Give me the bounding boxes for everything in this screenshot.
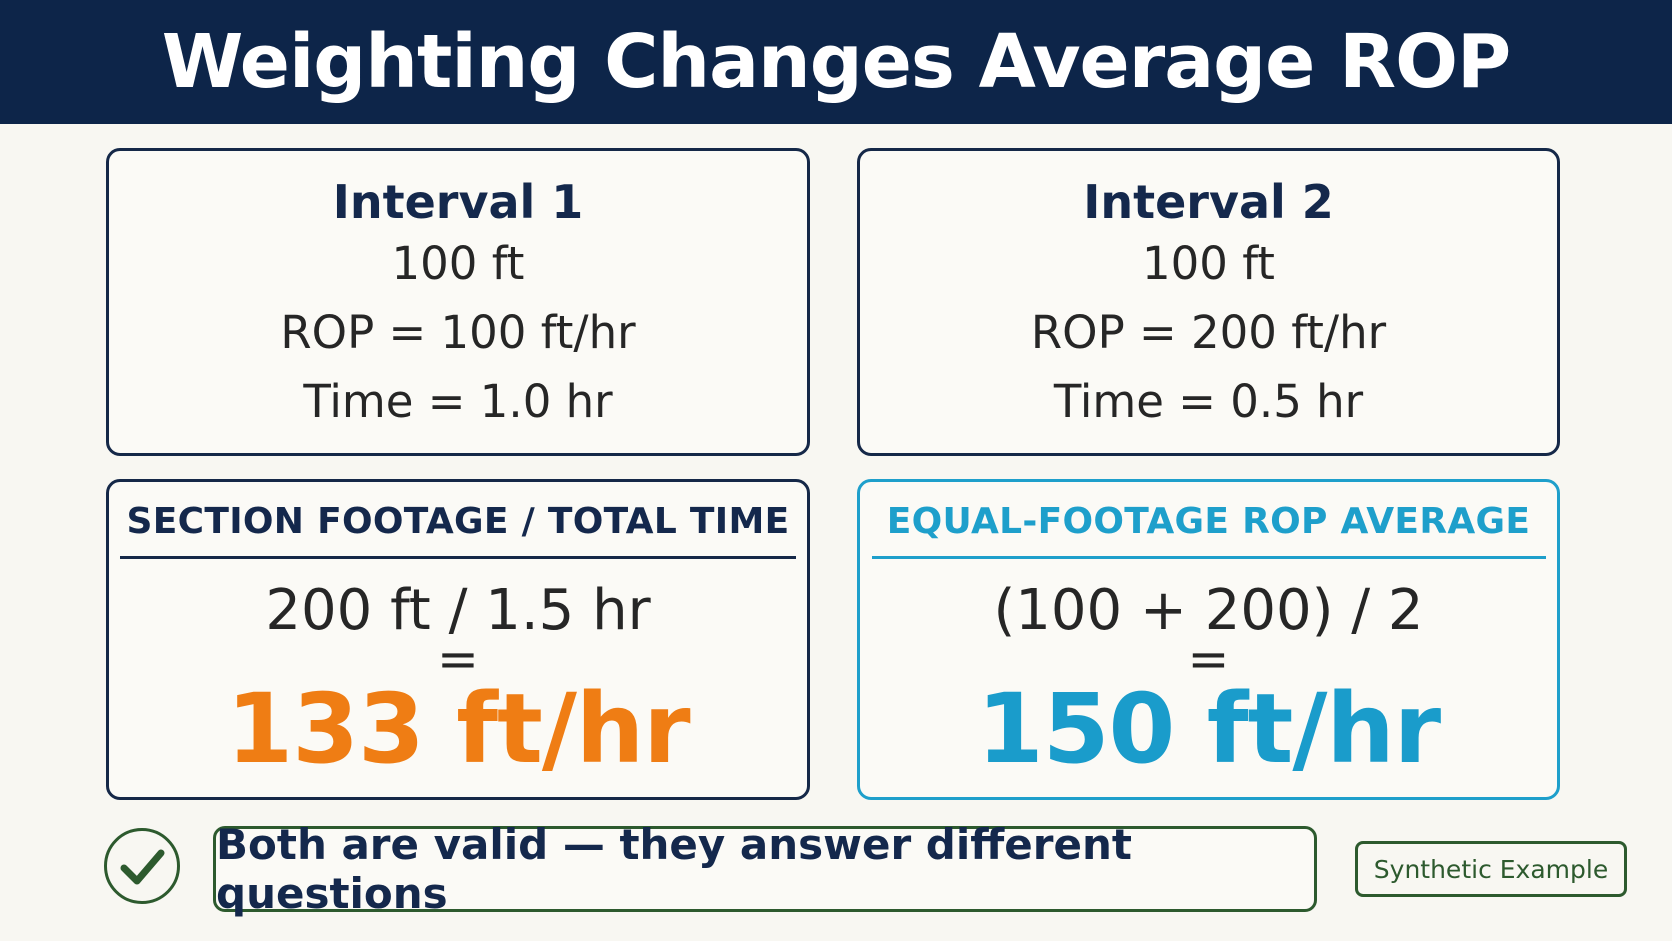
method-formula: 200 ft / 1.5 hr bbox=[265, 578, 651, 643]
checkmark-icon bbox=[120, 849, 165, 885]
checkmark-circle-icon bbox=[104, 828, 180, 904]
equals-sign: = bbox=[437, 630, 479, 688]
method-result: 150 ft/hr bbox=[976, 673, 1441, 785]
interval-1-card: Interval 1 100 ft ROP = 100 ft/hr Time =… bbox=[106, 148, 810, 456]
divider bbox=[871, 556, 1546, 559]
interval-footage: 100 ft bbox=[1142, 237, 1275, 290]
interval-rop: ROP = 200 ft/hr bbox=[1030, 306, 1387, 359]
method-label: EQUAL-FOOTAGE ROP AVERAGE bbox=[886, 501, 1531, 542]
divider bbox=[120, 556, 796, 559]
interval-time: Time = 1.0 hr bbox=[303, 375, 613, 428]
interval-rop: ROP = 100 ft/hr bbox=[280, 306, 636, 359]
interval-time: Time = 0.5 hr bbox=[1053, 375, 1364, 428]
conclusion-text: Both are valid — they answer different q… bbox=[216, 820, 1132, 918]
method-label: SECTION FOOTAGE / TOTAL TIME bbox=[126, 501, 790, 542]
conclusion-banner: Both are valid — they answer different q… bbox=[213, 820, 1317, 918]
section-footage-method-card: SECTION FOOTAGE / TOTAL TIME 200 ft / 1.… bbox=[106, 479, 810, 800]
interval-2-card: Interval 2 100 ft ROP = 200 ft/hr Time =… bbox=[857, 148, 1560, 456]
synthetic-example-badge: Synthetic Example bbox=[1355, 841, 1627, 897]
interval-footage: 100 ft bbox=[391, 237, 525, 290]
method-result: 133 ft/hr bbox=[226, 673, 690, 785]
badge-label: Synthetic Example bbox=[1373, 854, 1609, 884]
method-formula: (100 + 200) / 2 bbox=[993, 578, 1424, 643]
interval-title: Interval 1 bbox=[332, 175, 584, 229]
equals-sign: = bbox=[1187, 630, 1230, 688]
interval-title: Interval 2 bbox=[1083, 175, 1334, 229]
title-banner: Weighting Changes Average ROP bbox=[0, 0, 1672, 124]
page-title: Weighting Changes Average ROP bbox=[161, 19, 1511, 105]
equal-footage-method-card: EQUAL-FOOTAGE ROP AVERAGE (100 + 200) / … bbox=[857, 479, 1560, 800]
